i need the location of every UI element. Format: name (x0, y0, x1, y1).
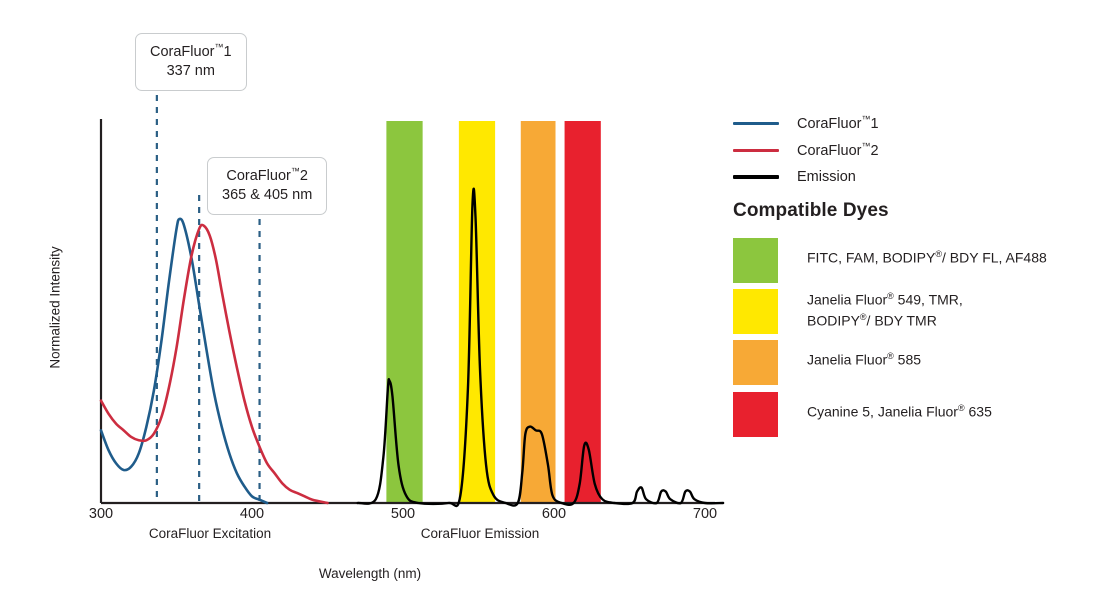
legend-series-1: CoraFluor™1 (733, 114, 879, 132)
x-tick-label-700: 700 (692, 506, 718, 522)
curve-excitation-2 (99, 223, 329, 505)
dye-row-2: Janelia Fluor® 549, TMR, BODIPY®/ BDY TMR (733, 289, 963, 334)
legend-series-2: CoraFluor™2 (733, 141, 879, 159)
legend-series-label: CoraFluor™2 (797, 141, 879, 159)
excitation-marker-lines (155, 95, 261, 503)
spectra-curves (99, 187, 725, 508)
emission-range-label: CoraFluor Emission (420, 526, 540, 541)
dye-label: Janelia Fluor® 585 (807, 340, 921, 371)
curve-emission (356, 187, 725, 508)
callout-cf2-index: 2 (299, 167, 308, 184)
spectra-plot (99, 95, 725, 508)
callout-corafluor2: CoraFluor™2 365 & 405 nm (207, 157, 328, 215)
callout-corafluor2-line1: CoraFluor™2 (222, 165, 312, 186)
trademark-icon: ™ (861, 114, 871, 125)
x-tick-label-400: 400 (239, 506, 265, 522)
x-tick-label-500: 500 (390, 506, 416, 522)
registered-icon: ® (887, 291, 894, 301)
wavelength-band-3 (564, 121, 601, 503)
wavelength-bands (386, 121, 601, 503)
x-axis-title: Wavelength (nm) (318, 566, 422, 581)
trademark-icon: ™ (214, 42, 224, 52)
dye-label-line: Cyanine 5, Janelia Fluor® 635 (807, 403, 992, 420)
callout-corafluor2-line2: 365 & 405 nm (222, 187, 313, 204)
registered-icon: ® (957, 403, 965, 413)
callout-cf1-index: 1 (223, 43, 232, 60)
callout-corafluor1-line2: 337 nm (166, 63, 215, 80)
callout-corafluor1: CoraFluor™1 337 nm (135, 33, 247, 91)
curve-excitation-1 (99, 217, 269, 505)
legend-line-swatch (733, 148, 779, 152)
excitation-range-label: CoraFluor Excitation (148, 526, 272, 541)
registered-icon: ® (887, 351, 894, 361)
plot-panel: Normalized Intensity Wavelength (nm) Cor… (47, 33, 725, 581)
registered-icon: ® (859, 311, 867, 322)
dye-label: Janelia Fluor® 549, TMR, BODIPY®/ BDY TMR (807, 289, 963, 331)
legend-series-label: Emission (797, 169, 856, 185)
legend-panel: CoraFluor™1 CoraFluor™2 Emission Compatibl… (730, 0, 1110, 612)
dye-row-1: FITC, FAM, BODIPY®/ BDY FL, AF488 (733, 238, 1047, 283)
dye-label-line: Janelia Fluor® 549, TMR, (807, 291, 963, 308)
dye-label: Cyanine 5, Janelia Fluor® 635 (807, 392, 992, 423)
compatible-dyes-title: Compatible Dyes (733, 200, 889, 221)
callout-cf2-name: CoraFluor (226, 167, 291, 184)
x-tick-label-600: 600 (541, 506, 567, 522)
dye-label: FITC, FAM, BODIPY®/ BDY FL, AF488 (807, 238, 1047, 269)
dye-color-swatch (733, 392, 778, 437)
legend-line-swatch (733, 175, 779, 179)
dye-label-line: FITC, FAM, BODIPY®/ BDY FL, AF488 (807, 249, 1047, 266)
trademark-icon: ™ (861, 141, 871, 152)
x-tick-label-300: 300 (88, 506, 114, 522)
legend-series-label: CoraFluor™1 (797, 114, 879, 132)
y-axis-label: Normalized Intensity (47, 246, 63, 369)
callout-corafluor1-line1: CoraFluor™1 (150, 41, 232, 62)
dye-color-swatch (733, 238, 778, 283)
dye-label-line: BODIPY®/ BDY TMR (807, 311, 937, 329)
dye-row-4: Cyanine 5, Janelia Fluor® 635 (733, 392, 992, 437)
wavelength-band-0 (386, 121, 423, 503)
legend-line-swatch (733, 121, 779, 125)
legend-series-3: Emission (733, 168, 856, 186)
dye-label-line: Janelia Fluor® 585 (807, 351, 922, 368)
callout-cf1-name: CoraFluor (150, 43, 215, 60)
registered-icon: ® (935, 249, 942, 259)
trademark-icon: ™ (290, 166, 300, 176)
dye-color-swatch (733, 340, 778, 385)
dye-row-3: Janelia Fluor® 585 (733, 340, 921, 385)
wavelength-band-2 (520, 121, 556, 503)
dye-color-swatch (733, 289, 778, 334)
